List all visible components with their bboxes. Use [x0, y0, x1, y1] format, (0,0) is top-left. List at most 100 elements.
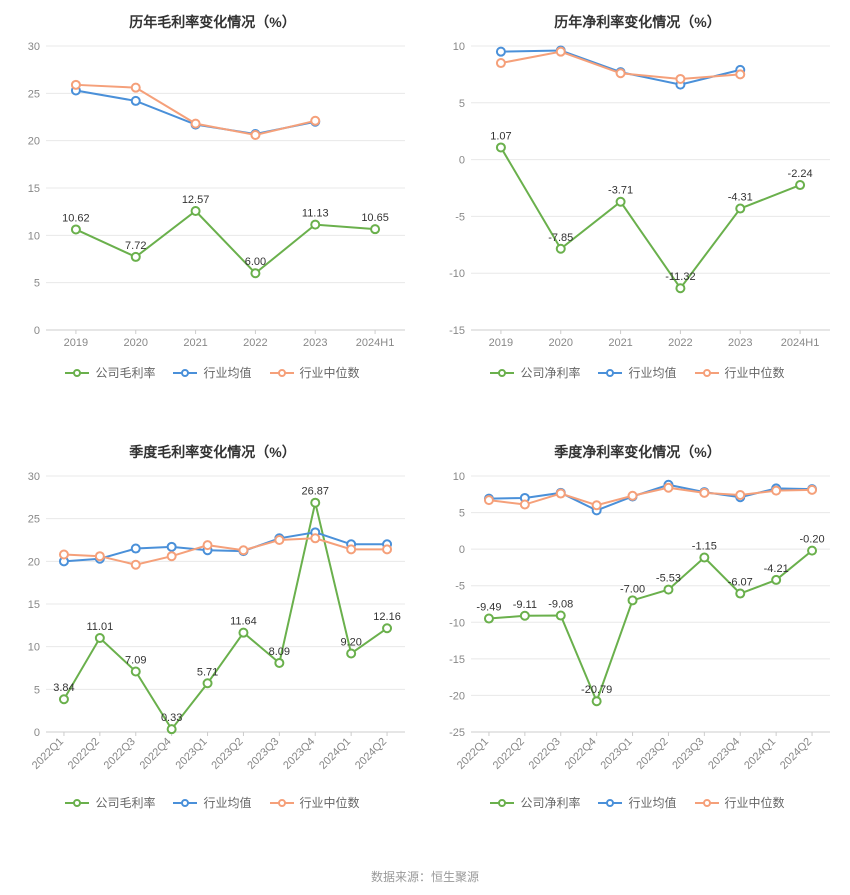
chart-legend: 公司毛利率 行业均值 行业中位数 [6, 794, 419, 811]
svg-text:-9.11: -9.11 [513, 599, 537, 611]
svg-text:2024Q1: 2024Q1 [742, 736, 778, 772]
legend-item[interactable]: 行业均值 [173, 364, 251, 381]
svg-text:12.57: 12.57 [182, 194, 210, 206]
svg-text:30: 30 [28, 471, 40, 483]
svg-text:10: 10 [28, 230, 40, 242]
legend-label: 行业中位数 [725, 794, 785, 811]
legend-item[interactable]: 行业中位数 [270, 364, 360, 381]
svg-text:-15: -15 [449, 654, 465, 666]
svg-text:5: 5 [34, 278, 40, 290]
legend-item[interactable]: 行业中位数 [695, 364, 785, 381]
chart-legend: 公司毛利率 行业均值 行业中位数 [6, 364, 419, 381]
svg-text:8.09: 8.09 [269, 646, 290, 658]
svg-text:5: 5 [459, 98, 465, 110]
svg-text:2023Q3: 2023Q3 [670, 736, 706, 772]
legend-item[interactable]: 行业均值 [598, 794, 676, 811]
svg-text:2024H1: 2024H1 [781, 337, 820, 349]
svg-text:5: 5 [459, 508, 465, 520]
svg-text:2024Q2: 2024Q2 [778, 736, 814, 772]
svg-text:2024Q1: 2024Q1 [317, 736, 353, 772]
svg-text:2024H1: 2024H1 [356, 337, 395, 349]
svg-text:10: 10 [453, 41, 465, 53]
panel-annual-gross: 历年毛利率变化情况（%） 051015202530201920202021202… [0, 0, 425, 430]
svg-text:5: 5 [34, 684, 40, 696]
svg-text:0: 0 [34, 325, 40, 337]
legend-swatch-icon [695, 797, 719, 809]
legend-label: 公司净利率 [520, 364, 580, 381]
svg-text:-5.53: -5.53 [656, 573, 681, 585]
legend-swatch-icon [65, 797, 89, 809]
svg-text:-10: -10 [449, 268, 465, 280]
chart-title: 历年净利率变化情况（%） [431, 12, 844, 32]
chart-title: 季度毛利率变化情况（%） [6, 442, 419, 462]
svg-text:2022Q3: 2022Q3 [102, 736, 138, 772]
svg-text:30: 30 [28, 41, 40, 53]
svg-text:25: 25 [28, 88, 40, 100]
svg-text:2023Q1: 2023Q1 [598, 736, 634, 772]
svg-text:-15: -15 [449, 325, 465, 337]
svg-text:2022Q4: 2022Q4 [138, 736, 174, 772]
svg-text:1.07: 1.07 [490, 130, 511, 142]
legend-item[interactable]: 公司毛利率 [65, 364, 155, 381]
svg-text:-4.21: -4.21 [764, 563, 789, 575]
svg-text:5.71: 5.71 [197, 666, 218, 678]
legend-label: 公司毛利率 [95, 364, 155, 381]
svg-text:20: 20 [28, 556, 40, 568]
svg-text:10.62: 10.62 [62, 212, 90, 224]
svg-text:2023Q4: 2023Q4 [281, 736, 317, 772]
svg-text:10.65: 10.65 [361, 212, 389, 224]
svg-text:-25: -25 [449, 727, 465, 739]
svg-text:2022: 2022 [243, 337, 267, 349]
svg-text:-4.31: -4.31 [728, 192, 753, 204]
chart-legend: 公司净利率 行业均值 行业中位数 [431, 794, 844, 811]
svg-text:-1.15: -1.15 [692, 541, 717, 553]
svg-text:-10: -10 [449, 617, 465, 629]
legend-label: 行业中位数 [300, 364, 360, 381]
svg-text:3.84: 3.84 [53, 682, 74, 694]
legend-label: 公司毛利率 [95, 794, 155, 811]
svg-text:-11.32: -11.32 [665, 271, 695, 283]
svg-text:2024Q2: 2024Q2 [353, 736, 389, 772]
svg-text:-5: -5 [455, 211, 465, 223]
svg-text:2022: 2022 [668, 337, 692, 349]
svg-text:-9.08: -9.08 [548, 599, 573, 611]
svg-text:2022Q4: 2022Q4 [563, 736, 599, 772]
chart-area: -25-20-15-10-505102022Q12022Q22022Q32022… [431, 468, 844, 788]
svg-text:2021: 2021 [608, 337, 632, 349]
svg-text:2020: 2020 [124, 337, 148, 349]
legend-swatch-icon [598, 367, 622, 379]
svg-text:2023Q1: 2023Q1 [173, 736, 209, 772]
legend-item[interactable]: 行业均值 [173, 794, 251, 811]
svg-text:2023Q2: 2023Q2 [209, 736, 245, 772]
svg-text:10: 10 [453, 471, 465, 483]
svg-text:6.00: 6.00 [245, 256, 266, 268]
legend-item[interactable]: 公司净利率 [490, 364, 580, 381]
legend-item[interactable]: 行业均值 [598, 364, 676, 381]
legend-swatch-icon [695, 367, 719, 379]
legend-label: 行业均值 [203, 364, 251, 381]
svg-text:2023: 2023 [303, 337, 327, 349]
data-source-footer: 数据来源：恒生聚源 [0, 860, 850, 895]
legend-item[interactable]: 行业中位数 [695, 794, 785, 811]
svg-text:2023: 2023 [728, 337, 752, 349]
svg-text:-9.49: -9.49 [476, 602, 501, 614]
chart-title: 历年毛利率变化情况（%） [6, 12, 419, 32]
legend-swatch-icon [173, 797, 197, 809]
svg-text:0: 0 [459, 155, 465, 167]
svg-text:2023Q3: 2023Q3 [245, 736, 281, 772]
svg-text:-7.85: -7.85 [548, 232, 573, 244]
svg-text:2022Q2: 2022Q2 [491, 736, 527, 772]
legend-item[interactable]: 公司毛利率 [65, 794, 155, 811]
legend-swatch-icon [65, 367, 89, 379]
svg-text:2019: 2019 [64, 337, 88, 349]
svg-text:9.20: 9.20 [340, 636, 361, 648]
legend-item[interactable]: 行业中位数 [270, 794, 360, 811]
svg-text:25: 25 [28, 514, 40, 526]
chart-area: -15-10-50510201920202021202220232024H11.… [431, 38, 844, 358]
legend-swatch-icon [270, 367, 294, 379]
svg-text:2019: 2019 [489, 337, 513, 349]
svg-text:2022Q2: 2022Q2 [66, 736, 102, 772]
legend-item[interactable]: 公司净利率 [490, 794, 580, 811]
legend-label: 公司净利率 [520, 794, 580, 811]
panel-quarter-gross: 季度毛利率变化情况（%） 0510152025302022Q12022Q2202… [0, 430, 425, 860]
